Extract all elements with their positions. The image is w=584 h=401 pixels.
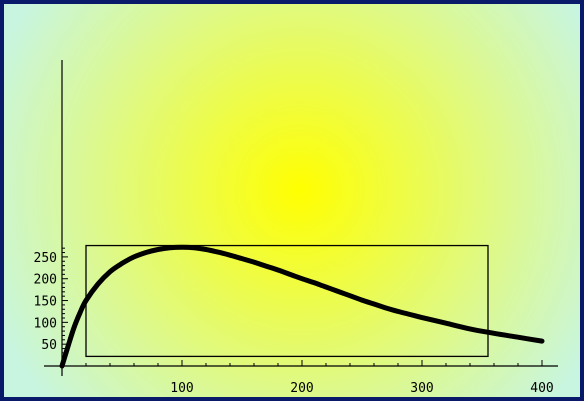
plot-background bbox=[4, 4, 580, 397]
y-tick-label: 200 bbox=[34, 273, 57, 288]
line-chart: 100 200 300 400 50 100 150 200 250 bbox=[4, 4, 580, 397]
y-tick-label: 150 bbox=[34, 295, 57, 310]
series-line bbox=[59, 244, 545, 369]
x-tick-label: 400 bbox=[530, 381, 553, 396]
x-tick-label: 200 bbox=[290, 381, 313, 396]
y-tick-label: 50 bbox=[41, 338, 57, 353]
x-tick-label: 300 bbox=[410, 381, 433, 396]
y-tick-label: 250 bbox=[34, 251, 57, 266]
x-tick-label: 100 bbox=[170, 381, 193, 396]
y-tick-label: 100 bbox=[34, 316, 57, 331]
